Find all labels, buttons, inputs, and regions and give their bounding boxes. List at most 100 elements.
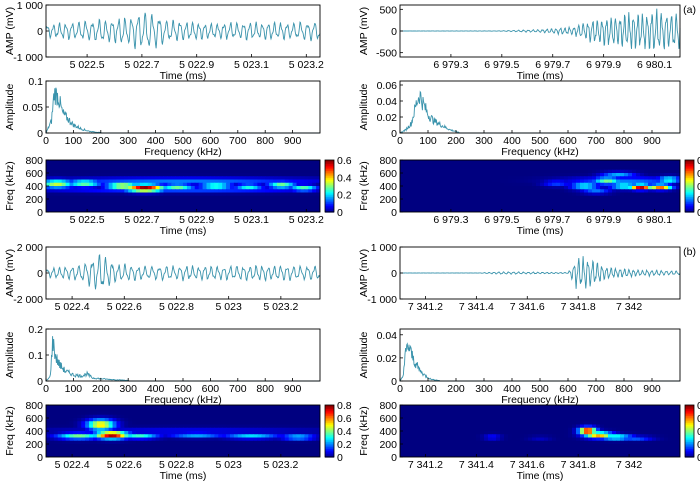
heatmap-cell	[576, 160, 581, 164]
heatmap-cell	[53, 427, 59, 432]
heatmap-cell	[588, 411, 593, 416]
heatmap-cell	[500, 447, 505, 452]
heatmap-cell	[233, 202, 239, 207]
heatmap-cell	[147, 421, 153, 426]
heatmap-cell	[636, 202, 641, 207]
heatmap-cell	[163, 192, 168, 197]
heatmap-cell	[241, 450, 247, 455]
heatmap-cell	[151, 192, 157, 197]
heatmap-cell	[292, 434, 298, 439]
heatmap-cell	[452, 405, 457, 409]
heatmap-cell	[108, 453, 114, 457]
heatmap-cell	[520, 179, 525, 184]
heatmap-cell	[428, 414, 433, 419]
heatmap-cell	[237, 411, 243, 416]
heatmap-cell	[668, 195, 673, 200]
heatmap-cell	[404, 453, 409, 457]
heatmap-cell	[460, 202, 465, 207]
heatmap-cell	[524, 186, 529, 190]
heatmap-cell	[100, 182, 106, 187]
heatmap-cell	[85, 437, 90, 442]
heatmap-cell	[496, 169, 501, 174]
heatmap-cell	[668, 450, 673, 455]
heatmap-cell	[424, 202, 429, 207]
colorbar-swatch	[685, 201, 694, 204]
heatmap-cell	[520, 208, 525, 212]
heatmap-cell	[640, 202, 645, 207]
heatmap-cell	[432, 440, 437, 445]
heatmap-cell	[96, 414, 102, 419]
heatmap-cell	[636, 424, 641, 429]
heatmap-cell	[280, 408, 286, 413]
heatmap-cell	[444, 182, 449, 187]
heatmap-cell	[229, 179, 235, 184]
heatmap-cell	[85, 160, 90, 164]
heatmap-cell	[210, 444, 215, 448]
heatmap-cell	[660, 437, 665, 442]
heatmap-cell	[222, 447, 227, 452]
heatmap-cell	[57, 408, 63, 413]
heatmap-cell	[492, 424, 497, 429]
heatmap-cell	[49, 186, 55, 190]
heatmap-cell	[512, 437, 517, 442]
heatmap-cell	[504, 205, 509, 210]
heatmap-cell	[612, 447, 617, 452]
heatmap-cell	[49, 182, 55, 187]
heatmap-cell	[424, 424, 429, 429]
heatmap-cell	[273, 408, 278, 413]
heatmap-cell	[528, 199, 533, 203]
heatmap-cell	[81, 408, 86, 413]
heatmap-cell	[49, 179, 55, 184]
heatmap-cell	[308, 176, 313, 181]
heatmap-cell	[261, 169, 266, 174]
heatmap-cell	[600, 434, 605, 439]
heatmap-cell	[640, 453, 645, 457]
heatmap-cell	[500, 408, 505, 413]
heatmap-cell	[668, 405, 673, 409]
heatmap-cell	[190, 431, 196, 435]
heatmap-cell	[524, 434, 529, 439]
x-tick-label: 0	[43, 135, 49, 147]
heatmap-cell	[296, 163, 302, 168]
heatmap-cell	[261, 163, 266, 168]
heatmap-cell	[300, 447, 305, 452]
heatmap-cell	[532, 447, 537, 452]
heatmap-cell	[620, 414, 625, 419]
heatmap-cell	[508, 431, 513, 435]
heatmap-cell	[92, 434, 98, 439]
heatmap-cell	[280, 169, 286, 174]
heatmap-cell	[656, 182, 661, 187]
heatmap-cell	[241, 163, 247, 168]
heatmap-cell	[226, 431, 231, 435]
heatmap-cell	[237, 434, 243, 439]
heatmap-cell	[163, 199, 168, 203]
heatmap-cell	[588, 418, 593, 422]
heatmap-cell	[436, 431, 441, 435]
heatmap-cell	[464, 405, 469, 409]
heatmap-cell	[108, 437, 114, 442]
heatmap-cell	[53, 421, 59, 426]
heatmap-cell	[241, 437, 247, 442]
heatmap-cell	[588, 189, 593, 194]
heatmap-cell	[660, 444, 665, 448]
heatmap-cell	[167, 450, 172, 455]
heatmap-cell	[116, 169, 121, 174]
heatmap-cell	[640, 199, 645, 203]
heatmap-cell	[183, 205, 188, 210]
heatmap-cell	[73, 444, 78, 448]
heatmap-cell	[136, 189, 141, 194]
heatmap-cell	[496, 202, 501, 207]
heatmap-cell	[652, 189, 657, 194]
heatmap-cell	[73, 205, 78, 210]
heatmap-cell	[136, 192, 141, 197]
heatmap-cell	[612, 421, 617, 426]
heatmap-cell	[179, 182, 184, 187]
heatmap-cell	[312, 189, 317, 194]
heatmap-cell	[116, 186, 121, 190]
heatmap-cell	[572, 182, 577, 187]
heatmap-cell	[644, 169, 649, 174]
heatmap-cell	[636, 440, 641, 445]
heatmap-cell	[472, 453, 477, 457]
heatmap-cell	[85, 163, 90, 168]
heatmap-cell	[600, 453, 605, 457]
